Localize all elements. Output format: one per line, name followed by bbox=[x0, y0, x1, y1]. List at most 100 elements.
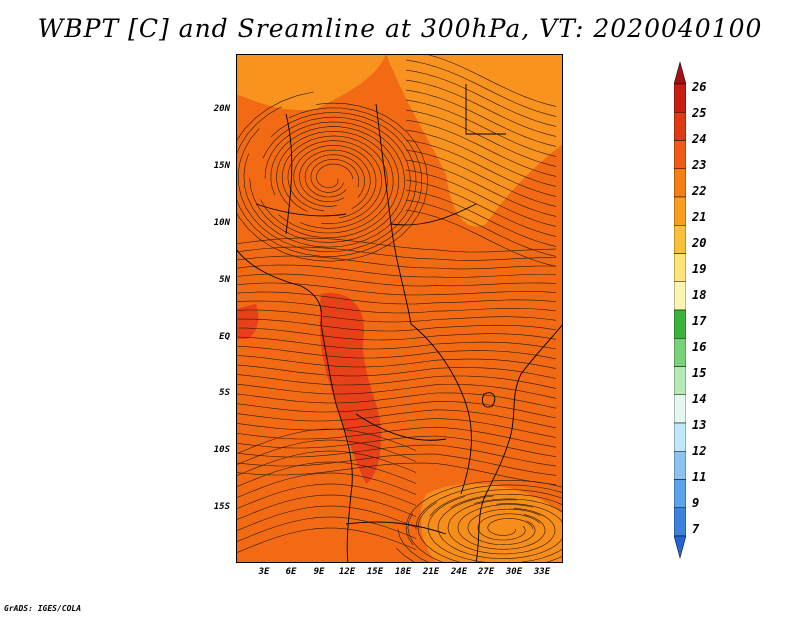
colorbar-swatch bbox=[674, 338, 686, 367]
lat-label-20n: 20N bbox=[213, 104, 230, 114]
streamline bbox=[405, 179, 557, 237]
streamline bbox=[236, 401, 557, 419]
colorbar-swatch bbox=[674, 309, 686, 339]
cool-patch-southeast bbox=[420, 483, 563, 563]
streamline bbox=[236, 462, 557, 485]
colorbar-label-21: 21 bbox=[692, 210, 707, 224]
colorbar-label-24: 24 bbox=[692, 132, 707, 146]
streamline bbox=[236, 355, 557, 369]
country-borders bbox=[236, 84, 563, 563]
streamline bbox=[457, 504, 546, 550]
streamline bbox=[236, 318, 557, 332]
streamline bbox=[405, 79, 557, 137]
streamline bbox=[236, 418, 557, 438]
lon-label-18e: 18E bbox=[394, 567, 412, 577]
colorbar-swatch bbox=[674, 535, 686, 558]
border-8 bbox=[285, 113, 293, 235]
streamline bbox=[299, 149, 371, 209]
colorbar-swatch bbox=[674, 422, 686, 452]
streamline bbox=[405, 159, 557, 217]
streamline bbox=[293, 145, 377, 219]
lon-label-30e: 30E bbox=[505, 567, 523, 577]
streamline bbox=[405, 209, 557, 267]
streamline bbox=[236, 291, 557, 305]
streamline bbox=[236, 255, 557, 270]
border-5 bbox=[465, 84, 506, 135]
grads-credit: GrADS: IGES/COLA bbox=[4, 604, 82, 613]
lon-label-3e: 3E bbox=[258, 567, 270, 577]
streamline bbox=[405, 169, 557, 227]
border-6 bbox=[255, 203, 347, 217]
streamline bbox=[405, 59, 557, 117]
streamline bbox=[236, 483, 417, 510]
map-frame bbox=[236, 54, 563, 563]
streamline bbox=[236, 461, 417, 488]
colorbar-swatch bbox=[674, 168, 686, 198]
streamline bbox=[405, 189, 557, 247]
streamline bbox=[405, 99, 557, 157]
colorbar-swatch bbox=[674, 196, 686, 226]
colorbar-label-25: 25 bbox=[692, 106, 707, 120]
streamline bbox=[236, 516, 417, 543]
streamline bbox=[236, 282, 557, 296]
streamline bbox=[236, 450, 417, 477]
lon-label-6e: 6E bbox=[285, 567, 297, 577]
streamline bbox=[236, 494, 417, 521]
colorbar-swatch bbox=[674, 112, 686, 141]
colorbar-label-23: 23 bbox=[692, 158, 707, 172]
streamline bbox=[236, 426, 557, 448]
lat-label-15s: 15S bbox=[213, 502, 230, 512]
streamline bbox=[287, 140, 383, 225]
border-4 bbox=[355, 413, 447, 441]
streamline bbox=[236, 336, 557, 350]
colorbar-label-11: 11 bbox=[692, 470, 707, 484]
streamline bbox=[236, 106, 423, 257]
streamline bbox=[260, 126, 400, 239]
border-7 bbox=[345, 521, 447, 535]
colorbar-swatch bbox=[674, 394, 686, 424]
streamline bbox=[236, 327, 557, 341]
streamline bbox=[236, 409, 557, 429]
streamline bbox=[236, 472, 417, 499]
warm-patch-congo bbox=[319, 293, 382, 484]
colorbar-swatch bbox=[674, 451, 686, 480]
lon-label-21e: 21E bbox=[422, 567, 440, 577]
colorbar-swatch bbox=[674, 83, 686, 113]
lat-label-15n: 15N bbox=[213, 161, 230, 171]
streamline bbox=[236, 505, 417, 532]
streamline bbox=[396, 479, 563, 563]
streamline bbox=[236, 273, 557, 287]
streamline bbox=[447, 499, 556, 555]
streamline-layer bbox=[236, 54, 563, 563]
colorbar-label-20: 20 bbox=[692, 236, 707, 250]
lon-label-12e: 12E bbox=[338, 567, 356, 577]
colorbar-swatch bbox=[674, 281, 686, 311]
streamline bbox=[487, 518, 534, 536]
warm-patch-gulf bbox=[236, 304, 259, 339]
cool-patch-north bbox=[236, 54, 386, 111]
lat-label-10s: 10S bbox=[213, 445, 230, 455]
colorbar-swatch bbox=[674, 366, 686, 395]
streamline bbox=[477, 513, 540, 541]
colorbar-label-13: 13 bbox=[692, 418, 707, 432]
colorbar-swatch bbox=[674, 507, 686, 537]
lon-label-15e: 15E bbox=[366, 567, 384, 577]
colorbar bbox=[674, 62, 686, 558]
streamline bbox=[236, 444, 557, 467]
colorbar-label-18: 18 bbox=[692, 288, 707, 302]
streamline bbox=[417, 493, 563, 563]
streamline bbox=[236, 439, 417, 466]
colorbar-label-7: 7 bbox=[692, 522, 700, 536]
colorbar-label-17: 17 bbox=[692, 314, 707, 328]
streamline bbox=[236, 374, 557, 389]
streamline bbox=[405, 139, 557, 197]
wbpt-streamline-map bbox=[236, 54, 563, 563]
lon-label-24e: 24E bbox=[450, 567, 468, 577]
colorbar-swatch bbox=[674, 62, 686, 85]
streamline bbox=[236, 309, 557, 323]
lat-label-5n: 5N bbox=[219, 275, 230, 285]
streamline bbox=[304, 154, 365, 198]
streamline bbox=[316, 163, 354, 189]
streamline bbox=[405, 149, 557, 207]
streamline bbox=[236, 264, 557, 278]
